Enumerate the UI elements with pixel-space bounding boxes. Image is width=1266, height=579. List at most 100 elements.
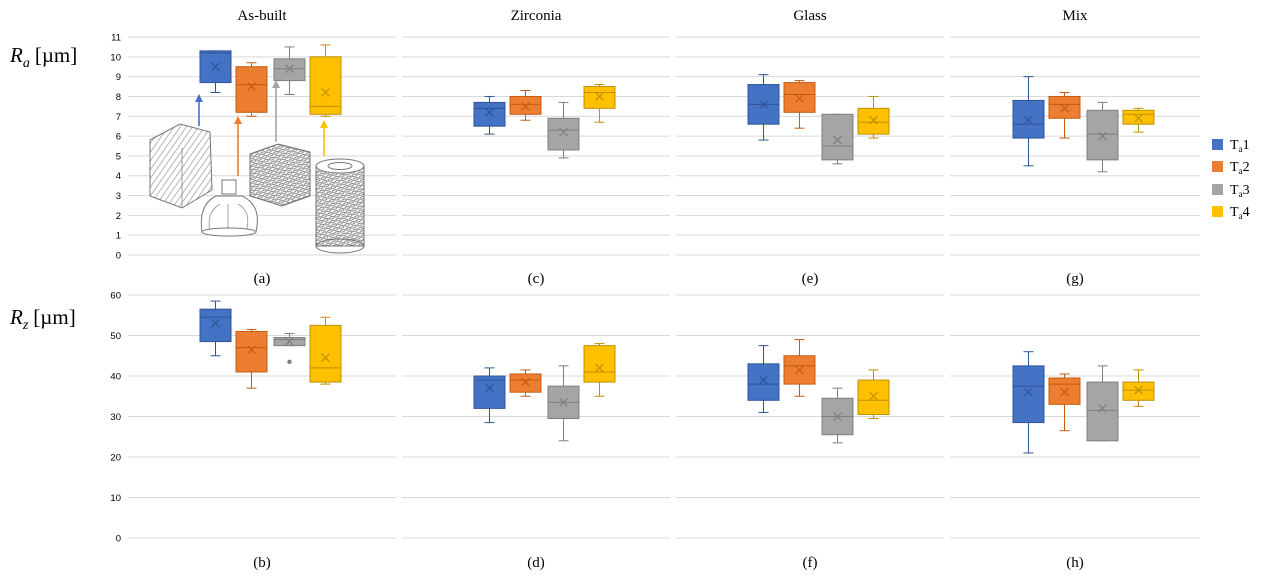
mean-marker — [759, 375, 768, 385]
y-tick-label: 6 — [116, 132, 121, 143]
mean-marker — [321, 88, 330, 97]
y-tick-label: 3 — [116, 191, 121, 202]
mean-marker — [833, 135, 842, 145]
mean-marker — [1060, 387, 1069, 397]
mean-marker — [559, 127, 568, 137]
panel-label-a: (a) — [254, 271, 271, 287]
mean-marker — [1098, 403, 1107, 413]
mean-marker — [211, 318, 220, 328]
mean-marker — [247, 345, 256, 355]
mean-marker — [521, 101, 530, 111]
box — [235, 66, 268, 113]
gyroid-block-sketch — [249, 143, 311, 207]
y-tick-label: 60 — [110, 291, 121, 302]
y-tick-label: 1 — [116, 231, 121, 242]
box — [1086, 381, 1119, 442]
y-tick-label: 5 — [116, 151, 121, 162]
lattice-cube-sketch — [149, 123, 213, 209]
box — [473, 375, 506, 409]
box — [309, 324, 342, 383]
mean-marker — [1134, 385, 1143, 395]
mean-marker — [833, 412, 842, 421]
box — [1086, 109, 1119, 161]
box — [235, 330, 268, 373]
mean-marker — [1060, 103, 1069, 113]
legend-swatch-ta1 — [1212, 139, 1223, 150]
y-tick-label: 50 — [110, 331, 121, 342]
box — [821, 113, 854, 161]
mean-marker — [285, 337, 294, 346]
y-tick-label: 7 — [116, 112, 121, 123]
part-sketches-illustration — [149, 80, 365, 254]
column-title-as-built: As-built — [237, 8, 287, 24]
mean-marker — [869, 391, 878, 401]
panel-label-c: (c) — [528, 271, 545, 287]
panel-label-f: (f) — [803, 555, 818, 571]
mean-marker — [595, 92, 604, 101]
mean-marker — [795, 94, 804, 103]
mean-marker — [1024, 115, 1033, 125]
legend-entry-ta1: Ta1 — [1230, 138, 1250, 154]
y-tick-label: 2 — [116, 211, 121, 222]
chart-panel-r0-c1 — [402, 36, 670, 256]
mean-marker — [869, 115, 878, 125]
legend-swatch-ta4 — [1212, 206, 1223, 217]
y-tick-label: 20 — [110, 453, 121, 464]
mean-marker — [559, 397, 568, 407]
mean-marker — [1024, 387, 1033, 397]
column-title-zirconia: Zirconia — [511, 8, 562, 24]
box — [199, 308, 232, 343]
column-title-mix: Mix — [1062, 8, 1088, 24]
box — [583, 345, 616, 383]
panel-label-h: (h) — [1066, 555, 1084, 571]
mean-marker — [759, 99, 768, 109]
box — [509, 95, 542, 115]
box — [547, 117, 580, 151]
legend-entry-ta4: Ta4 — [1230, 205, 1250, 221]
turbine-part-sketch — [200, 179, 258, 237]
chart-panel-r1-c3 — [950, 294, 1200, 539]
chart-panel-r1-c0: 0 10 20 30 40 50 60 — [110, 291, 396, 545]
outlier-point — [287, 359, 292, 365]
arrow-indicators — [195, 80, 328, 176]
box — [1012, 365, 1045, 424]
panel-label-e: (e) — [802, 271, 819, 287]
legend-entry-ta2: Ta2 — [1230, 160, 1250, 176]
chart-panel-r1-c1 — [402, 294, 670, 539]
y-tick-label: 8 — [116, 92, 121, 103]
chart-panel-r1-c2 — [676, 294, 944, 539]
box — [783, 82, 816, 113]
panel-label-b: (b) — [253, 555, 271, 571]
mean-marker — [795, 365, 804, 375]
legend-swatch-ta3 — [1212, 184, 1223, 195]
mean-marker — [521, 377, 530, 387]
legend-entry-ta3: Ta3 — [1230, 183, 1250, 199]
box — [473, 101, 506, 127]
box — [857, 107, 890, 135]
mean-marker — [1134, 113, 1143, 123]
box — [1122, 109, 1155, 125]
row-label-rz: Rz [µm] — [9, 305, 76, 333]
box — [747, 363, 780, 401]
legend: Ta1 Ta2 Ta3 Ta4 — [1212, 138, 1250, 221]
cylinder-sketch — [315, 158, 365, 254]
y-tick-label: 11 — [111, 33, 121, 44]
y-tick-label: 40 — [110, 372, 121, 383]
y-tick-label: 10 — [110, 52, 121, 63]
mean-marker — [247, 82, 256, 91]
box — [1012, 99, 1045, 139]
box — [309, 56, 342, 115]
mean-marker — [285, 64, 294, 74]
box — [273, 58, 306, 82]
y-tick-label: 0 — [116, 534, 121, 545]
mean-marker — [485, 383, 494, 393]
y-tick-label: 10 — [110, 493, 121, 504]
box — [509, 373, 542, 393]
y-tick-label: 0 — [116, 251, 121, 262]
y-tick-label: 9 — [116, 72, 121, 83]
box — [1122, 381, 1155, 401]
column-title-glass: Glass — [793, 8, 826, 24]
box — [857, 379, 890, 415]
row-label-ra: Ra [µm] — [9, 43, 77, 71]
